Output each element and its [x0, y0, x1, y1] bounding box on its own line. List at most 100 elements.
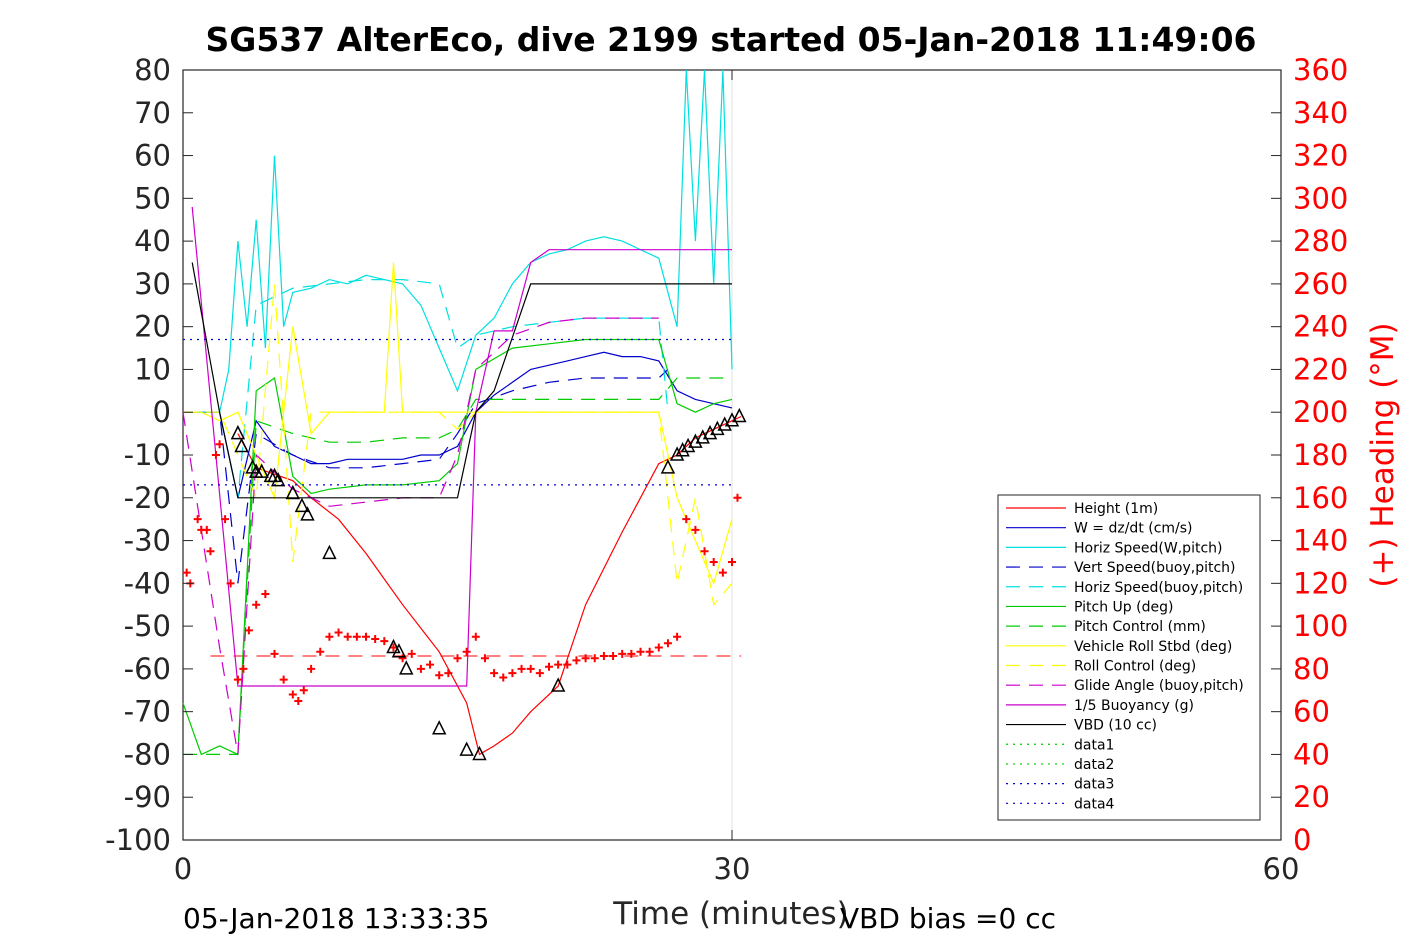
heading-point — [416, 664, 425, 673]
legend-label: Horiz Speed(buoy,pitch) — [1074, 580, 1243, 596]
right-tick-label: 280 — [1293, 224, 1348, 258]
series-line-10 — [191, 206, 732, 687]
y-tick-label: 0 — [153, 395, 171, 429]
depth-marker — [254, 463, 269, 478]
heading-point — [371, 634, 380, 643]
x-tick-label: 30 — [714, 852, 751, 886]
heading-point — [453, 654, 462, 663]
heading-point — [398, 654, 407, 663]
y-tick-label: 10 — [134, 352, 171, 386]
heading-point — [581, 654, 590, 663]
legend-label: data2 — [1074, 757, 1114, 773]
heading-point — [526, 664, 535, 673]
legend-label: data3 — [1074, 777, 1114, 793]
right-tick-label: 220 — [1293, 352, 1348, 386]
heading-point — [226, 579, 235, 588]
heading-point — [545, 662, 553, 671]
depth-marker — [399, 660, 414, 675]
heading-point — [239, 664, 248, 673]
x-axis-label: Time (minutes) — [612, 896, 848, 932]
legend-label: Glide Angle (buoy,pitch) — [1074, 678, 1244, 694]
legend: Height (1m) W = dz/dt (cm/s) Horiz Speed(W… — [997, 494, 1261, 821]
y-tick-label: -60 — [124, 652, 171, 686]
depth-marker — [431, 720, 447, 735]
right-tick-label: 180 — [1293, 438, 1348, 472]
heading-point — [261, 590, 270, 599]
right-tick-label: 240 — [1293, 310, 1348, 344]
depth-marker — [660, 459, 676, 474]
heading-point — [325, 632, 334, 641]
y-tick-label: -50 — [124, 609, 171, 643]
heading-point — [654, 643, 663, 652]
series-line-4 — [183, 279, 669, 498]
depth-marker — [230, 424, 246, 440]
heading-point — [709, 557, 718, 566]
series-line-5 — [182, 338, 733, 756]
legend-label: data4 — [1074, 796, 1115, 812]
heading-point — [334, 628, 343, 637]
heading-point — [636, 647, 645, 656]
depth-marker — [391, 643, 407, 658]
legend-label: Roll Control (deg) — [1074, 659, 1196, 675]
heading-point — [380, 637, 389, 646]
heading-point — [193, 515, 202, 524]
heading-point — [718, 568, 727, 577]
y-tick-label: -10 — [124, 438, 171, 472]
depth-marker — [322, 544, 337, 560]
y-tick-label: 30 — [134, 267, 171, 301]
depth-marker — [669, 446, 685, 461]
heading-point — [244, 626, 253, 635]
heading-point — [499, 673, 508, 682]
heading-point — [609, 652, 618, 661]
heading-point — [733, 493, 742, 502]
right-tick-label: 40 — [1293, 737, 1330, 771]
heading-point — [279, 675, 288, 684]
right-tick-label: 360 — [1293, 53, 1348, 87]
chart-title: SG537 AlterEco, dive 2199 started 05-Jan… — [205, 20, 1256, 59]
series-line-11 — [191, 262, 732, 499]
heading-point — [535, 669, 544, 678]
right-tick-label: 300 — [1293, 181, 1348, 215]
right-tick-label: 0 — [1293, 823, 1311, 857]
series-line-6 — [183, 377, 732, 756]
right-tick-label: 260 — [1293, 267, 1348, 301]
depth-marker — [234, 437, 249, 453]
legend-label: Height (1m) — [1074, 501, 1158, 517]
heading-point — [435, 671, 444, 680]
heading-point — [407, 649, 416, 658]
heading-point — [343, 632, 352, 641]
y-tick-label: 50 — [134, 181, 171, 215]
heading-point — [599, 652, 608, 661]
depth-marker — [732, 407, 747, 423]
heading-point — [299, 686, 308, 695]
y-tick-label: -30 — [124, 524, 171, 558]
heading-point — [700, 547, 709, 556]
heading-point — [211, 451, 220, 459]
heading-point — [215, 440, 224, 449]
heading-point — [563, 660, 572, 669]
right-tick-label: 60 — [1293, 695, 1330, 729]
heading-point — [252, 600, 261, 609]
legend-label: W = dz/dt (cm/s) — [1074, 521, 1193, 537]
legend-box — [997, 494, 1261, 821]
heading-point — [572, 656, 581, 665]
right-tick-label: 140 — [1293, 524, 1348, 558]
heading-point — [202, 525, 211, 534]
heading-point — [426, 660, 435, 669]
right-tick-label: 100 — [1293, 609, 1348, 643]
y-tick-label: 40 — [134, 224, 171, 258]
footer-timestamp: 05-Jan-2018 13:33:35 — [183, 902, 489, 935]
heading-point — [480, 654, 489, 663]
legend-label: Vehicle Roll Stbd (deg) — [1074, 639, 1232, 655]
heading-point — [508, 669, 517, 678]
legend-label: Vert Speed(buoy,pitch) — [1074, 560, 1236, 576]
heading-point — [554, 660, 563, 669]
y-tick-label: -80 — [124, 737, 171, 771]
right-tick-label: 160 — [1293, 481, 1348, 515]
heading-point — [182, 568, 191, 577]
right-tick-label: 80 — [1293, 652, 1330, 686]
heading-point — [663, 639, 672, 648]
depth-marker — [472, 745, 487, 761]
right-tick-label: 320 — [1293, 139, 1348, 173]
